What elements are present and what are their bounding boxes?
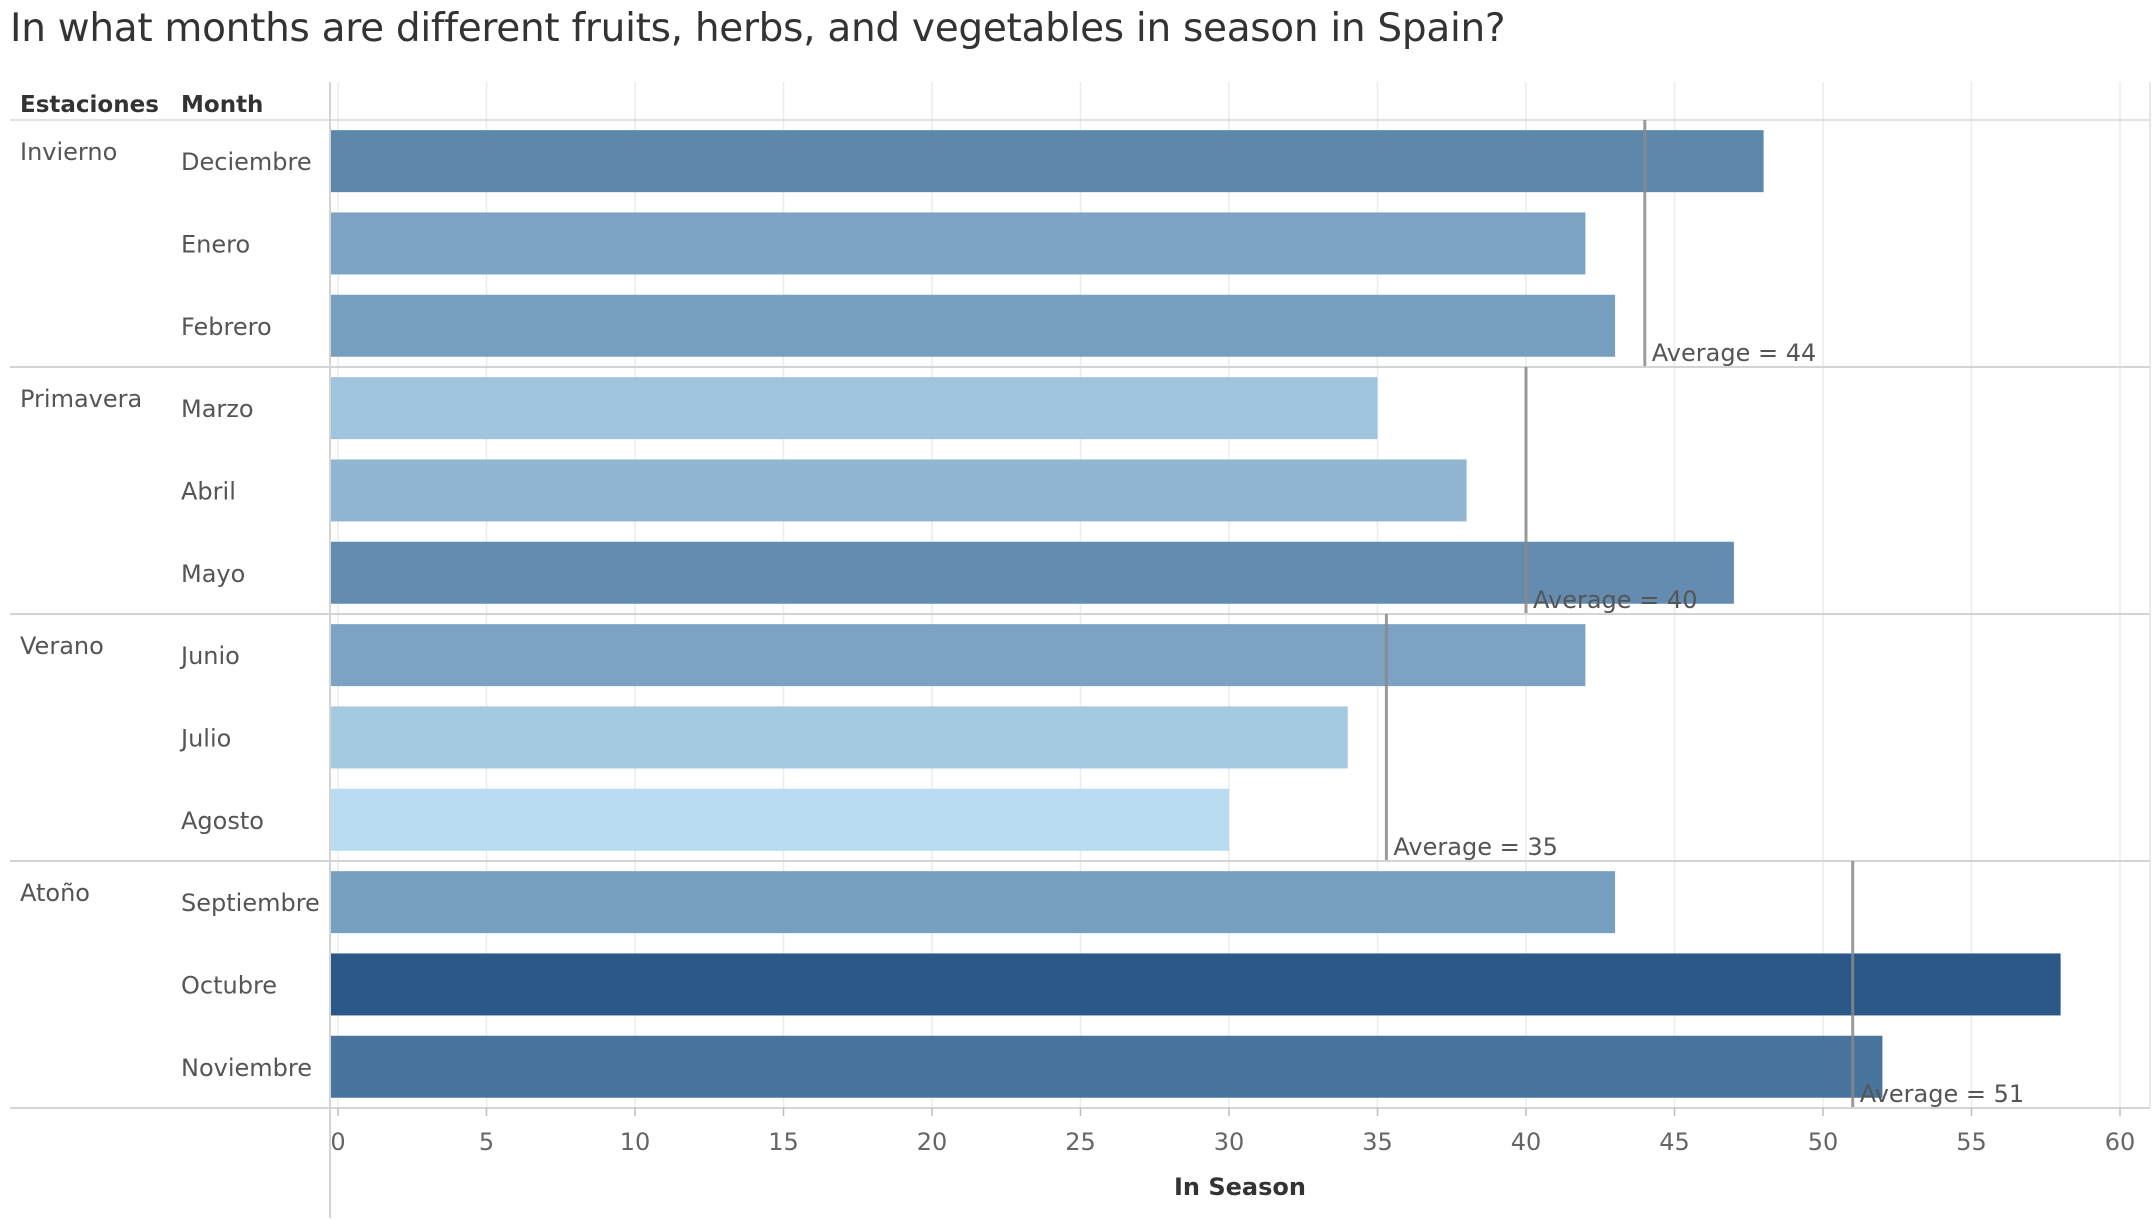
x-axis-title: In Season: [1174, 1173, 1306, 1201]
row-header-estaciones: Estaciones: [20, 92, 159, 118]
bar: [330, 1035, 1883, 1098]
average-label: Average = 40: [1533, 586, 1697, 614]
month-label: Abril: [181, 477, 236, 505]
bar: [330, 459, 1467, 522]
month-label: Junio: [179, 642, 240, 670]
x-tick-label: 15: [768, 1128, 799, 1156]
month-label: Mayo: [181, 560, 245, 588]
bar: [330, 212, 1586, 275]
season-label: Primavera: [20, 385, 142, 413]
season-label: Invierno: [20, 138, 117, 166]
month-label: Marzo: [181, 395, 254, 423]
chart-title: In what months are different fruits, her…: [10, 6, 1506, 51]
month-label: Julio: [179, 724, 231, 752]
x-tick-label: 30: [1214, 1128, 1245, 1156]
x-tick-label: 25: [1065, 1128, 1096, 1156]
bar: [330, 624, 1586, 687]
x-tick-label: 0: [330, 1128, 345, 1156]
x-tick-label: 40: [1511, 1128, 1542, 1156]
bar: [330, 294, 1616, 357]
x-tick-label: 50: [1808, 1128, 1839, 1156]
month-label: Enero: [181, 230, 250, 258]
bar: [330, 541, 1734, 604]
season-label: Verano: [20, 632, 104, 660]
bar: [330, 706, 1348, 769]
month-label: Noviembre: [181, 1054, 312, 1082]
average-label: Average = 44: [1652, 339, 1816, 367]
month-label: Deciembre: [181, 148, 312, 176]
month-label: Septiembre: [181, 889, 320, 917]
average-label: Average = 35: [1393, 833, 1557, 861]
x-tick-label: 60: [2105, 1128, 2136, 1156]
bar: [330, 130, 1764, 193]
bar: [330, 953, 2061, 1016]
average-label: Average = 51: [1860, 1080, 2024, 1108]
bar: [330, 871, 1616, 934]
x-tick-label: 20: [917, 1128, 948, 1156]
month-label: Agosto: [181, 807, 264, 835]
row-header-month: Month: [181, 92, 263, 118]
month-label: Febrero: [181, 313, 272, 341]
x-tick-label: 35: [1362, 1128, 1393, 1156]
x-tick-label: 45: [1659, 1128, 1690, 1156]
bar: [330, 377, 1378, 440]
bar: [330, 788, 1229, 851]
month-label: Octubre: [181, 971, 277, 999]
x-tick-label: 10: [620, 1128, 651, 1156]
x-tick-label: 5: [479, 1128, 494, 1156]
x-tick-label: 55: [1956, 1128, 1987, 1156]
season-label: Atoño: [20, 879, 90, 907]
